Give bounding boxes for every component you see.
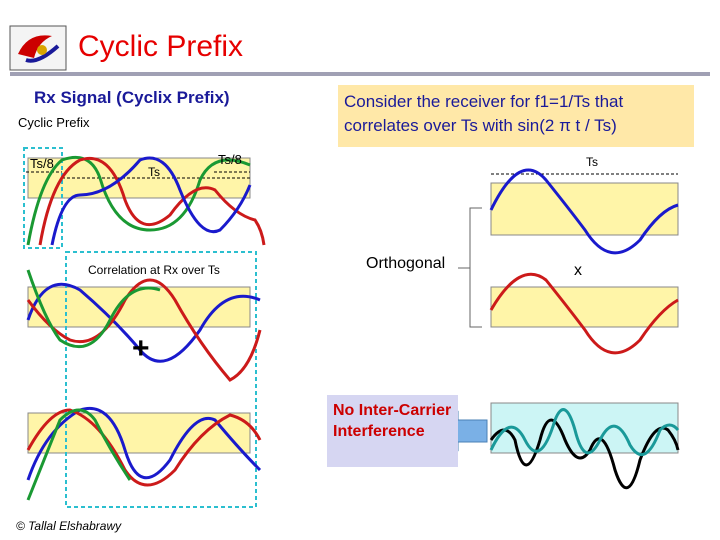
multiply-sign: x xyxy=(574,262,582,279)
wave-red-corr2 xyxy=(26,408,262,487)
title-underline xyxy=(10,72,710,76)
wave-green-rx xyxy=(26,155,251,246)
wave-green-corr2 xyxy=(26,408,132,501)
ts8-right-label: Ts/8 xyxy=(218,152,242,167)
orthogonal-bracket xyxy=(458,207,482,328)
slide-title: Cyclic Prefix xyxy=(78,30,244,63)
copyright-notice: © Tallal Elshabrawy xyxy=(16,519,122,533)
correlation-label: Correlation at Rx over Ts xyxy=(88,263,220,277)
wave-teal-product xyxy=(489,408,680,457)
product-panel xyxy=(490,402,679,454)
receiver-description-box: Consider the receiver for f1=1/Ts that c… xyxy=(338,85,694,147)
orthogonal-label: Orthogonal xyxy=(366,255,446,272)
plus-sign: + xyxy=(132,332,150,365)
wave-black-product xyxy=(489,418,680,490)
reference-sine-panel xyxy=(490,182,679,236)
wave-red-reference xyxy=(489,272,679,355)
rx-signal-heading: Rx Signal (Cyclix Prefix) xyxy=(34,88,230,107)
ts8-left-label: Ts/8 xyxy=(30,156,54,171)
receiver-description-line-2: correlates over Ts with sin(2 π t / Ts) xyxy=(344,116,617,135)
cyclic-prefix-highlight xyxy=(23,147,63,249)
ts-right-label: Ts xyxy=(586,155,598,169)
receiver-description-line-1: Consider the receiver for f1=1/Ts that xyxy=(344,92,624,111)
correlation-window xyxy=(65,251,257,508)
no-ici-callout: No Inter-Carrier Interference xyxy=(327,395,458,467)
wave-blue-reference xyxy=(489,168,679,255)
wave-blue-corr1 xyxy=(26,282,261,363)
wave-green-corr1 xyxy=(26,269,161,349)
university-logo-icon xyxy=(9,25,67,71)
wave-red-corr1 xyxy=(26,278,262,382)
ts-mid-label: Ts xyxy=(148,165,160,179)
cyclic-prefix-label: Cyclic Prefix xyxy=(18,115,90,130)
wave-red-rx xyxy=(38,157,266,246)
reference-sine-panel-2 xyxy=(490,286,679,328)
wave-blue-rx xyxy=(50,156,252,246)
